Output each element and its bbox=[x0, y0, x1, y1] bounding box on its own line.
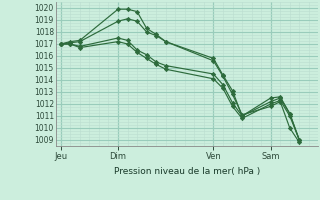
X-axis label: Pression niveau de la mer( hPa ): Pression niveau de la mer( hPa ) bbox=[114, 167, 260, 176]
